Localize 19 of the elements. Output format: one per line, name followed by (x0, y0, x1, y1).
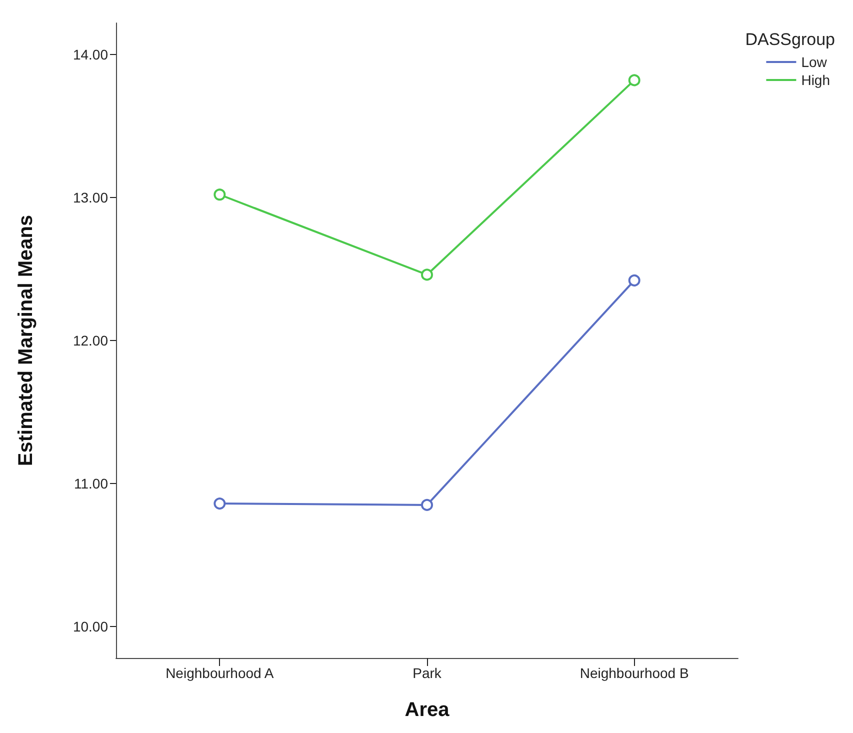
y-tick-label: 14.00 (72, 46, 108, 62)
x-tick-label: Neighbourhood A (166, 665, 274, 681)
legend-label: Low (801, 54, 828, 70)
point (421, 268, 433, 281)
point (421, 498, 433, 511)
y-axis-title: Estimated Marginal Means (15, 214, 37, 466)
point (214, 498, 226, 510)
legend-title: DASSgroup (745, 30, 836, 49)
y-tick-label: 10.00 (72, 618, 108, 635)
x-tick-label: Park (412, 665, 442, 681)
point (628, 274, 640, 286)
y-tick-label: 13.00 (72, 189, 108, 206)
legend-label: High (801, 72, 830, 88)
y-tick-label: 11.00 (74, 476, 108, 492)
point (628, 74, 640, 86)
x-tick-label: Neighbourhood B (580, 665, 689, 681)
y-tick-label: 12.00 (72, 332, 108, 348)
x-axis-title: Area (404, 699, 450, 721)
point (214, 188, 226, 201)
